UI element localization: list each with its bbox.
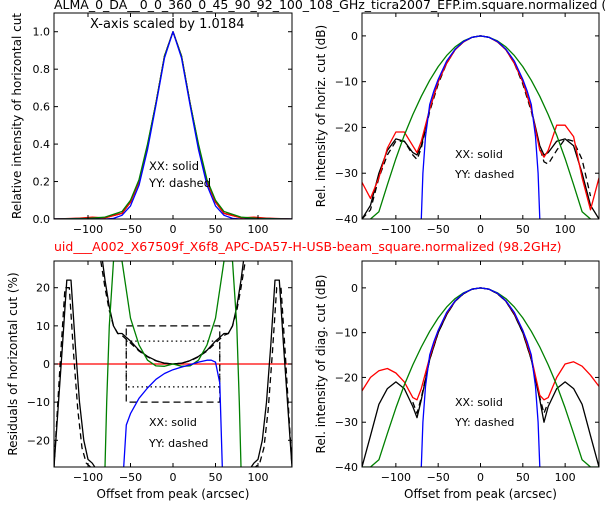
y-tick-label: −20 (335, 121, 358, 134)
axes-frame (361, 260, 600, 468)
x-tick-label: 50 (209, 471, 223, 484)
y-tick-label: −40 (335, 213, 358, 226)
x-tick-label: 0 (170, 471, 177, 484)
x-tick-label: 0 (477, 223, 484, 236)
series-line-4 (420, 35, 541, 219)
annotation: YY: dashed (148, 176, 211, 190)
y-tick-label: −40 (335, 461, 358, 474)
series-line-0 (54, 31, 292, 219)
series-line-3 (250, 279, 292, 467)
x-tick-label: −100 (381, 223, 411, 236)
annotation: XX: solid (455, 148, 503, 161)
y-axis-label: Rel. intensity of horiz. cut (dB) (314, 25, 328, 207)
x-tick-label: 100 (555, 471, 576, 484)
figure-title: ALMA_0_DA__0_0_360_0_45_90_92_100_108_GH… (54, 0, 606, 12)
annotation: XX: solid (149, 159, 199, 173)
plot-area (54, 31, 292, 219)
y-tick-label: 0 (43, 358, 50, 371)
x-tick-label: 0 (170, 223, 177, 236)
y-tick-label: −20 (335, 371, 358, 384)
axes-frame (361, 12, 600, 220)
y-tick-label: 0 (351, 30, 358, 43)
series-line-3 (362, 287, 599, 467)
x-tick-label: 100 (555, 223, 576, 236)
chart-top-left: −100 −50 0 50 100 0.0 0.2 0.4 0.6 0.8 1.0 Relative … (10, 12, 293, 236)
series-line-5 (100, 261, 246, 365)
plot-area (362, 35, 599, 219)
annotation: YY: dashed (454, 416, 514, 429)
y-tick-label: 0.4 (33, 138, 51, 151)
plot-area (362, 287, 599, 467)
x-axis-label: Offset from peak (arcsec) (97, 487, 250, 501)
series-line-3 (54, 31, 292, 219)
series-line-8 (123, 359, 223, 467)
y-axis-label: Residuals of horizontal cut (%) (6, 272, 20, 455)
x-tick-label: 100 (248, 223, 269, 236)
x-tick-label: 100 (248, 471, 269, 484)
x-axis-label: Offset from peak (arcsec) (404, 487, 557, 501)
annotation: XX: solid (149, 416, 197, 429)
series-line-4 (54, 31, 292, 219)
series-line-2 (54, 31, 292, 219)
y-tick-label: −30 (335, 167, 358, 180)
y-tick-label: 0.6 (33, 101, 51, 114)
y-tick-label: −20 (27, 434, 50, 447)
x-tick-label: 50 (516, 471, 530, 484)
chart-bottom-right: −100 −50 0 50 100 0 −10 −20 −30 −40 Rel. intensity… (314, 260, 600, 501)
series-line-3 (370, 35, 591, 219)
series-line-1 (362, 35, 592, 219)
annotation: YY: dashed (148, 437, 208, 450)
x-tick-label: −100 (73, 471, 103, 484)
y-tick-label: 0.0 (33, 213, 51, 226)
x-tick-label: 0 (477, 471, 484, 484)
y-axis-label: Relative intensity of horizontal cut (10, 13, 24, 219)
x-tick-label: 50 (209, 223, 223, 236)
x-tick-label: −50 (119, 471, 142, 484)
y-tick-label: −10 (27, 396, 50, 409)
y-tick-label: −10 (335, 76, 358, 89)
y-axis-label: Rel. intensity of diag. cut (dB) (314, 275, 328, 454)
series-line-1 (54, 279, 96, 467)
x-tick-label: −100 (73, 223, 103, 236)
x-tick-label: −100 (381, 471, 411, 484)
y-tick-label: 10 (36, 320, 50, 333)
figure-subtitle: uid___A002_X67509f_X6f8_APC-DA57-H-USB-b… (54, 239, 562, 254)
series-line-7 (104, 261, 242, 467)
y-tick-label: −30 (335, 416, 358, 429)
series-line-1 (54, 31, 292, 219)
chart-top-right: −100 −50 0 50 100 0 −10 −20 −30 −40 Rel. intensity… (314, 12, 600, 236)
y-tick-label: −10 (335, 327, 358, 340)
annotation: XX: solid (455, 396, 503, 409)
series-line-0 (362, 287, 599, 467)
annotation: YY: dashed (454, 168, 514, 181)
series-line-2 (362, 35, 599, 211)
x-tick-label: −50 (119, 223, 142, 236)
series-line-4 (420, 287, 541, 467)
plot-area (54, 261, 292, 467)
x-tick-label: 50 (516, 223, 530, 236)
annotation: X-axis scaled by 1.0184 (90, 17, 245, 32)
y-tick-label: 0.8 (33, 63, 51, 76)
y-tick-label: 0.2 (33, 176, 51, 189)
series-line-0 (362, 35, 599, 219)
y-tick-label: 1.0 (33, 26, 51, 39)
x-tick-label: −50 (427, 223, 450, 236)
y-tick-label: 0 (351, 282, 358, 295)
y-tick-label: 20 (36, 282, 50, 295)
series-line-6 (252, 287, 292, 467)
x-tick-label: −50 (427, 471, 450, 484)
